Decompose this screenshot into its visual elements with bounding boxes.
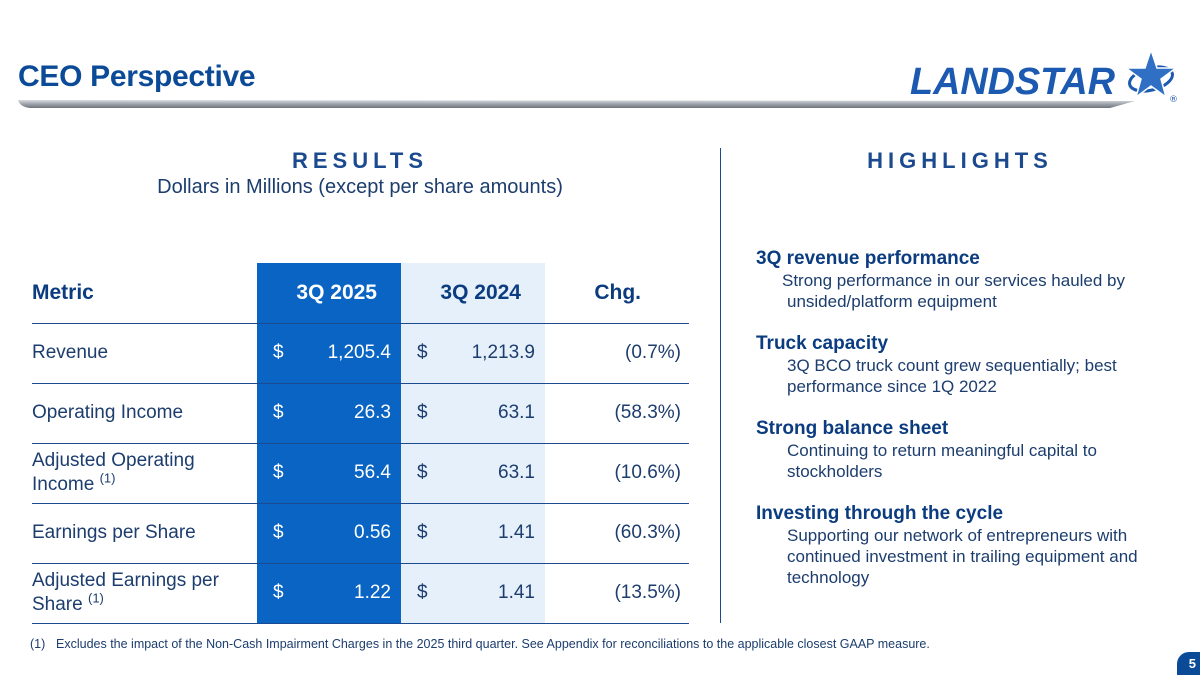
value-2025: $1.22 [257, 562, 401, 624]
highlight-title: Strong balance sheet [756, 418, 949, 439]
page-number: 5 [1177, 652, 1200, 675]
highlight-title: Investing through the cycle [756, 503, 1004, 524]
highlight-text: 3Q BCO truck count grew sequentially; be… [787, 356, 1117, 396]
landstar-logo: LANDSTAR ® [905, 44, 1185, 105]
value-2025: $0.56 [257, 502, 401, 563]
header-metric: Metric [32, 280, 94, 304]
value-2024: $1.41 [401, 562, 545, 624]
metric-label: Operating Income [32, 382, 257, 443]
star-globe-icon [1123, 47, 1179, 99]
highlight-text: Supporting our network of entrepreneurs … [787, 526, 1138, 587]
value-2025: $26.3 [257, 382, 401, 443]
metric-label: Earnings per Share [32, 502, 257, 563]
highlight-text: Continuing to return meaningful capital … [787, 441, 1097, 481]
results-subheading: Dollars in Millions (except per share am… [157, 176, 563, 198]
table-row: Revenue $1,205.4 $1,213.9 (0.7%) [32, 322, 689, 383]
highlights-heading: HIGHLIGHTS [867, 148, 1053, 173]
highlight-item: 3Q revenue performance Strong performanc… [756, 248, 1176, 312]
value-2025: $1,205.4 [257, 322, 401, 383]
table-row: Operating Income $26.3 $63.1 (58.3%) [32, 382, 689, 443]
column-divider [720, 148, 721, 623]
value-change: (13.5%) [545, 562, 689, 624]
highlight-item: Investing through the cycle Supporting o… [756, 503, 1176, 588]
metric-label: Revenue [32, 322, 257, 383]
highlight-text: Strong performance in our services haule… [782, 271, 1126, 311]
footnote-ref: (1) [99, 470, 116, 486]
logo-wordmark: LANDSTAR [910, 61, 1116, 103]
highlights-list: 3Q revenue performance Strong performanc… [756, 248, 1176, 609]
metric-label: Adjusted Earnings per Share (1) [32, 562, 257, 624]
table-row: Earnings per Share $0.56 $1.41 (60.3%) [32, 502, 689, 563]
results-table: Metric 3Q 2025 3Q 2024 Chg. Revenue $1,2… [32, 263, 689, 624]
page-title: CEO Perspective [18, 60, 256, 93]
header-change: Chg. [594, 280, 641, 304]
value-2025: $56.4 [257, 442, 401, 503]
header-3q-2025: 3Q 2025 [257, 263, 401, 323]
highlight-title: Truck capacity [756, 333, 889, 354]
table-row: Adjusted Operating Income (1) $56.4 $63.… [32, 442, 689, 503]
registered-mark: ® [1169, 95, 1178, 104]
value-2024: $63.1 [401, 382, 545, 443]
value-change: (58.3%) [545, 382, 689, 443]
value-change: (0.7%) [545, 322, 689, 383]
footnote-number: (1) [30, 637, 46, 651]
value-2024: $1,213.9 [401, 322, 545, 383]
highlight-item: Strong balance sheet Continuing to retur… [756, 418, 1176, 482]
header-3q-2024: 3Q 2024 [401, 263, 545, 323]
value-2024: $1.41 [401, 502, 545, 563]
value-2024: $63.1 [401, 442, 545, 503]
footnote: (1) Excludes the impact of the Non-Cash I… [30, 637, 930, 651]
footnote-text: Excludes the impact of the Non-Cash Impa… [56, 637, 930, 651]
highlight-title: 3Q revenue performance [756, 248, 980, 269]
table-header-row: Metric 3Q 2025 3Q 2024 Chg. [32, 263, 689, 323]
metric-label: Adjusted Operating Income (1) [32, 442, 257, 503]
value-change: (60.3%) [545, 502, 689, 563]
value-change: (10.6%) [545, 442, 689, 503]
footnote-ref: (1) [87, 590, 104, 606]
results-heading: RESULTS [291, 148, 429, 173]
title-underline-swoosh [18, 100, 1135, 108]
highlight-item: Truck capacity 3Q BCO truck count grew s… [756, 333, 1176, 397]
table-row: Adjusted Earnings per Share (1) $1.22 $1… [32, 562, 689, 624]
